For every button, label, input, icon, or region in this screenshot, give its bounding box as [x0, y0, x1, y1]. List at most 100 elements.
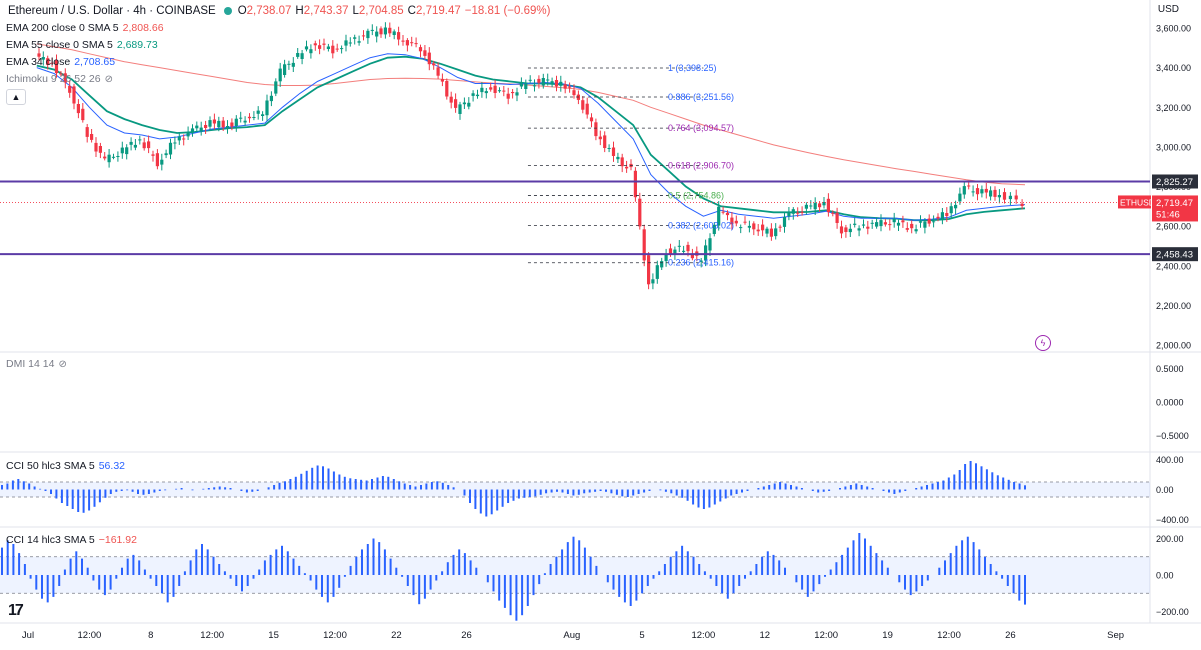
- dmi-legend[interactable]: DMI 14 14 ⊘: [6, 358, 67, 370]
- candle-body: [63, 73, 67, 83]
- close-value: 2,719.47: [415, 5, 461, 17]
- dmi-y-tick: 0.0000: [1156, 398, 1184, 408]
- candle-body: [252, 117, 256, 118]
- candle-body: [625, 166, 629, 169]
- candle-body: [247, 116, 252, 119]
- candle-body: [647, 255, 651, 285]
- candle-body: [594, 122, 598, 137]
- candle-body: [471, 93, 475, 96]
- cci14-y-tick: 200.00: [1156, 534, 1184, 544]
- candle-body: [581, 100, 585, 110]
- hidden-eye-icon[interactable]: ⊘: [104, 74, 113, 85]
- candle-body: [515, 92, 519, 96]
- candle-body: [37, 53, 41, 57]
- ema200-value: 2,808.66: [122, 22, 164, 34]
- candle-body: [971, 191, 975, 193]
- candle-body: [537, 78, 541, 83]
- cci14-value: −161.92: [98, 534, 137, 546]
- ema200-legend[interactable]: EMA 200 close 0 SMA 5 2,808.66: [6, 22, 164, 35]
- candle-body: [300, 53, 304, 59]
- candle-body: [818, 203, 822, 208]
- cci50-y-tick: 400.00: [1156, 455, 1184, 465]
- candle-body: [480, 87, 484, 93]
- fib-level-label: 0.886 (3,251.56): [668, 92, 734, 102]
- cci50-legend[interactable]: CCI 50 hlc3 SMA 5 56.32: [6, 460, 125, 472]
- candle-body: [54, 60, 59, 74]
- x-tick-label: Jul: [22, 630, 34, 641]
- candle-body: [230, 122, 234, 127]
- candle-body: [353, 37, 357, 39]
- candle-body: [598, 136, 602, 140]
- ema-line-ema34: [36, 53, 1026, 221]
- bar-countdown-label: 51:46: [1156, 209, 1180, 220]
- ema34-legend[interactable]: EMA 34 close 2,708.65: [6, 56, 115, 69]
- candle-body: [103, 156, 107, 159]
- candle-body: [85, 127, 89, 137]
- ema55-legend[interactable]: EMA 55 close 0 SMA 5 2,689.73: [6, 39, 158, 52]
- candle-body: [896, 222, 901, 226]
- cci14-y-tick: 0.00: [1156, 571, 1174, 581]
- candle-body: [212, 119, 216, 124]
- candle-body: [660, 261, 664, 268]
- ema55-value: 2,689.73: [116, 39, 158, 51]
- candle-body: [914, 229, 918, 232]
- candle-body: [357, 41, 361, 43]
- open-value: 2,738.07: [246, 5, 292, 17]
- candle-body: [256, 110, 260, 114]
- candle-body: [278, 68, 282, 82]
- candle-body: [269, 95, 273, 102]
- hidden-eye-icon[interactable]: ⊘: [58, 359, 67, 370]
- cci14-label: CCI 14 hlc3 SMA 5: [6, 534, 95, 546]
- candle-body: [375, 31, 379, 37]
- x-tick-label: 12:00: [691, 630, 715, 641]
- candle-body: [1020, 203, 1024, 206]
- symbol-title[interactable]: Ethereum / U.S. Dollar · 4h · COINBASE: [8, 5, 216, 17]
- candle-body: [208, 120, 212, 127]
- candle-body: [489, 87, 493, 90]
- ichimoku-legend[interactable]: Ichimoku 9 26 52 26 ⊘: [6, 73, 113, 86]
- candle-body: [76, 104, 80, 114]
- candle-body: [287, 63, 291, 65]
- candle-body: [844, 227, 848, 232]
- candle-body: [392, 31, 396, 35]
- candle-body: [739, 227, 743, 229]
- candle-body: [743, 221, 747, 223]
- candle-body: [769, 228, 773, 237]
- candle-body: [107, 154, 111, 163]
- candle-body: [217, 120, 221, 128]
- candle-body: [936, 216, 940, 219]
- candle-body: [383, 27, 387, 35]
- candle-body: [155, 153, 159, 167]
- candle-body: [239, 117, 243, 119]
- low-label: L: [352, 5, 359, 17]
- candle-body: [554, 80, 559, 87]
- lightning-icon[interactable]: ϟ: [1035, 335, 1051, 351]
- candle-body: [611, 147, 616, 156]
- ema55-label: EMA 55 close 0 SMA 5: [6, 39, 113, 51]
- fib-level-label: 0.236 (2,415.16): [668, 258, 734, 268]
- currency-label[interactable]: USD: [1157, 4, 1179, 15]
- candle-body: [927, 218, 931, 224]
- candle-body: [761, 224, 765, 231]
- cci14-legend[interactable]: CCI 14 hlc3 SMA 5 −161.92: [6, 534, 137, 546]
- candle-body: [190, 128, 195, 133]
- candle-body: [993, 189, 997, 197]
- candle-body: [940, 212, 944, 220]
- candle-body: [589, 117, 594, 122]
- x-tick-label: 8: [148, 630, 153, 641]
- candle-body: [414, 43, 418, 45]
- close-label: C: [407, 5, 416, 17]
- candle-body: [756, 229, 760, 232]
- fib-level-label: 0.382 (2,603.02): [668, 221, 734, 231]
- candle-body: [199, 127, 203, 132]
- candle-body: [870, 222, 874, 224]
- collapse-legend-button[interactable]: ▲: [6, 89, 26, 105]
- tradingview-logo[interactable]: 17: [8, 602, 24, 619]
- candle-body: [717, 206, 721, 226]
- candle-body: [331, 45, 335, 54]
- x-tick-label: Aug: [563, 630, 580, 641]
- candle-body: [778, 226, 782, 228]
- candle-body: [638, 198, 642, 227]
